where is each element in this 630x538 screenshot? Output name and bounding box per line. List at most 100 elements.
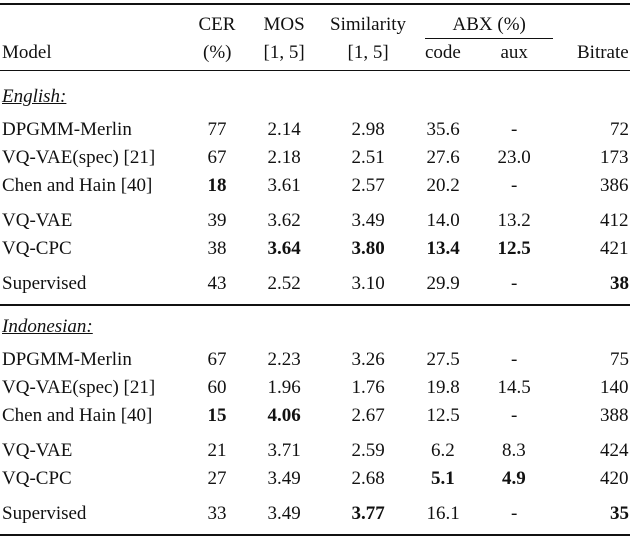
column-header: Similarity xyxy=(330,14,406,35)
table-cell: 2.57 xyxy=(351,175,385,196)
column-header: Model xyxy=(2,42,52,63)
column-header: ABX (%) xyxy=(452,14,526,35)
table-cell: - xyxy=(511,503,518,524)
table-cell: 3.49 xyxy=(267,503,301,524)
table-cell: 140 xyxy=(600,377,629,398)
table-cell: 14.5 xyxy=(497,377,531,398)
row-label: VQ-VAE(spec) [21] xyxy=(2,147,156,168)
table-cell: 2.51 xyxy=(351,147,385,168)
table-cell: 67 xyxy=(207,147,227,168)
column-header: (%) xyxy=(203,42,232,63)
section-title: Indonesian: xyxy=(2,316,93,337)
header-rule xyxy=(0,70,630,71)
table-cell: 12.5 xyxy=(426,405,460,426)
table-cell: 421 xyxy=(600,238,629,259)
table-cell: 77 xyxy=(207,119,227,140)
table-cell: 6.2 xyxy=(431,440,455,461)
table-cell: 21 xyxy=(207,440,227,461)
column-header: CER xyxy=(198,14,236,35)
table-cell: 67 xyxy=(207,349,227,370)
table-cell: 3.64 xyxy=(267,238,301,259)
abx-rule xyxy=(425,38,553,39)
section-title: English: xyxy=(2,86,67,107)
table-cell: - xyxy=(511,349,518,370)
table-cell: 13.4 xyxy=(426,238,460,259)
column-header: Bitrate xyxy=(577,42,629,63)
table-cell: 3.62 xyxy=(267,210,301,231)
table-cell: 27.6 xyxy=(426,147,460,168)
column-header: code xyxy=(425,42,461,63)
table-cell: 60 xyxy=(207,377,227,398)
section-rule xyxy=(0,304,630,306)
table-cell: 3.61 xyxy=(267,175,301,196)
column-header: [1, 5] xyxy=(347,42,389,63)
table-cell: 2.18 xyxy=(267,147,301,168)
column-header: [1, 5] xyxy=(263,42,305,63)
table-cell: 14.0 xyxy=(426,210,460,231)
table-cell: 5.1 xyxy=(431,468,455,489)
row-label: DPGMM-Merlin xyxy=(2,349,132,370)
table-cell: 2.52 xyxy=(267,273,301,294)
table-cell: 420 xyxy=(600,468,629,489)
table-cell: 33 xyxy=(207,503,227,524)
table-cell: 20.2 xyxy=(426,175,460,196)
table-cell: 19.8 xyxy=(426,377,460,398)
row-label: Supervised xyxy=(2,273,87,294)
table-cell: 15 xyxy=(207,405,227,426)
table-cell: 8.3 xyxy=(502,440,526,461)
table-cell: 75 xyxy=(610,349,629,370)
table-cell: 412 xyxy=(600,210,629,231)
table-cell: 38 xyxy=(207,238,227,259)
table-cell: 1.96 xyxy=(267,377,301,398)
row-label: VQ-CPC xyxy=(2,468,72,489)
table-cell: 386 xyxy=(600,175,629,196)
table-cell: 39 xyxy=(207,210,227,231)
table-cell: 388 xyxy=(600,405,629,426)
table-cell: - xyxy=(511,405,518,426)
table-cell: 3.10 xyxy=(351,273,385,294)
table-cell: 4.9 xyxy=(502,468,526,489)
top-rule xyxy=(0,3,630,5)
table-cell: 4.06 xyxy=(267,405,301,426)
table-cell: 35 xyxy=(610,503,629,524)
row-label: DPGMM-Merlin xyxy=(2,119,132,140)
table-cell: 27 xyxy=(207,468,227,489)
table-cell: - xyxy=(511,119,518,140)
table-cell: 23.0 xyxy=(497,147,531,168)
column-header: aux xyxy=(500,42,528,63)
row-label: Supervised xyxy=(2,503,87,524)
table-cell: - xyxy=(511,273,518,294)
row-label: VQ-VAE(spec) [21] xyxy=(2,377,156,398)
table-cell: 2.14 xyxy=(267,119,301,140)
row-label: Chen and Hain [40] xyxy=(2,175,153,196)
table-cell: 12.5 xyxy=(497,238,531,259)
table-cell: 173 xyxy=(600,147,629,168)
bottom-rule xyxy=(0,534,630,536)
table-cell: 43 xyxy=(207,273,227,294)
table-cell: 35.6 xyxy=(426,119,460,140)
table-cell: 1.76 xyxy=(351,377,385,398)
table-cell: 2.98 xyxy=(351,119,385,140)
table-cell: 72 xyxy=(610,119,629,140)
table-cell: - xyxy=(511,175,518,196)
table-cell: 2.23 xyxy=(267,349,301,370)
table-cell: 3.26 xyxy=(351,349,385,370)
row-label: VQ-VAE xyxy=(2,210,73,231)
table-cell: 424 xyxy=(600,440,629,461)
table-cell: 3.71 xyxy=(267,440,301,461)
row-label: Chen and Hain [40] xyxy=(2,405,153,426)
table-cell: 38 xyxy=(610,273,629,294)
row-label: VQ-VAE xyxy=(2,440,73,461)
table-cell: 18 xyxy=(207,175,227,196)
table-cell: 2.68 xyxy=(351,468,385,489)
table-cell: 13.2 xyxy=(497,210,531,231)
table-cell: 29.9 xyxy=(426,273,460,294)
table-cell: 3.49 xyxy=(267,468,301,489)
table-cell: 2.67 xyxy=(351,405,385,426)
table-cell: 27.5 xyxy=(426,349,460,370)
table-cell: 3.77 xyxy=(351,503,385,524)
column-header: MOS xyxy=(263,14,305,35)
table-cell: 16.1 xyxy=(426,503,460,524)
table-cell: 3.49 xyxy=(351,210,385,231)
